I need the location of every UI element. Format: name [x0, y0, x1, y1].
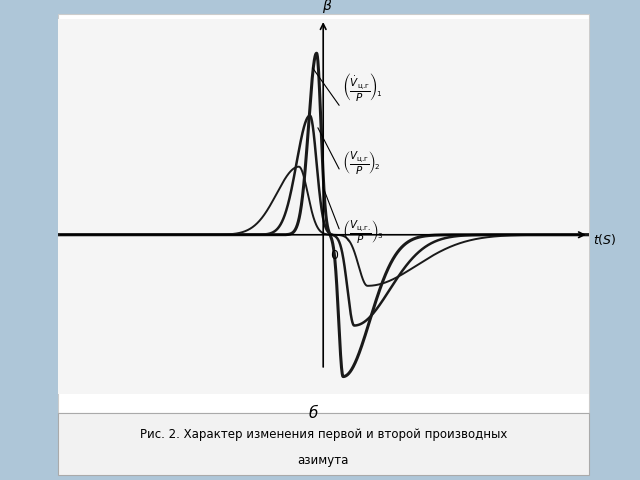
Text: $\left(\dfrac{V_{\text{ц.г}}}{P}\right)_{\!2}$: $\left(\dfrac{V_{\text{ц.г}}}{P}\right)_… — [342, 149, 380, 176]
Text: б: б — [309, 406, 318, 420]
Text: $\left(\dfrac{V_{\text{ц.г.}}}{P}\right)_{\!3}$: $\left(\dfrac{V_{\text{ц.г.}}}{P}\right)… — [342, 218, 383, 245]
Text: $\left(\dfrac{\dot{V}_{\text{ц.г}}}{P}\right)_{\!1}$: $\left(\dfrac{\dot{V}_{\text{ц.г}}}{P}\r… — [342, 72, 383, 103]
Text: азимута: азимута — [298, 454, 349, 468]
Text: Рис. 2. Характер изменения первой и второй производных: Рис. 2. Характер изменения первой и втор… — [140, 428, 507, 441]
Text: $\ddot{\beta}$: $\ddot{\beta}$ — [323, 0, 333, 16]
Text: 0: 0 — [330, 249, 339, 262]
Text: $t(S)$: $t(S)$ — [593, 232, 617, 247]
